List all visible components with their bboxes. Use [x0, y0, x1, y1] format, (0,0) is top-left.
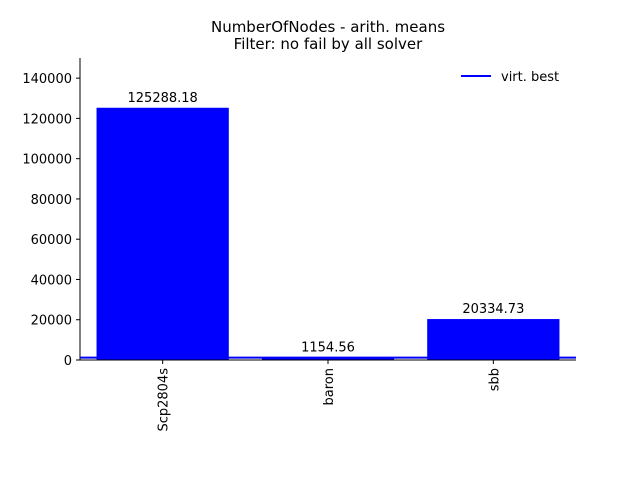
y-tick-label: 140000	[22, 72, 72, 87]
chart-title: NumberOfNodes - arith. means	[211, 18, 445, 36]
y-tick-label: 120000	[22, 112, 72, 127]
bar-baron	[261, 357, 395, 360]
bar-scp2804s	[96, 107, 229, 360]
data-label: 125288.18	[128, 91, 198, 106]
y-tick-label: 20000	[31, 314, 72, 329]
legend-label: virt. best	[501, 70, 559, 85]
data-label: 20334.73	[462, 302, 524, 317]
y-tick-label: 0	[64, 354, 72, 369]
legend: virt. best	[461, 70, 559, 85]
x-tick-label: Scp2804s	[157, 368, 172, 432]
y-tick-label: 100000	[22, 153, 72, 168]
plot-area: 125288.18 Scp2804s 1154.56 baron 20334.73 sbb…	[22, 58, 576, 432]
chart-subtitle: Filter: no fail by all solver	[234, 35, 423, 53]
y-tick-label: 60000	[31, 233, 72, 248]
y-tick-label: 40000	[31, 273, 72, 288]
x-tick-label: sbb	[487, 368, 502, 391]
x-tick-label: baron	[322, 368, 337, 405]
y-tick-label: 80000	[31, 193, 72, 208]
bar-sbb	[427, 319, 560, 360]
data-label: 1154.56	[301, 341, 355, 356]
